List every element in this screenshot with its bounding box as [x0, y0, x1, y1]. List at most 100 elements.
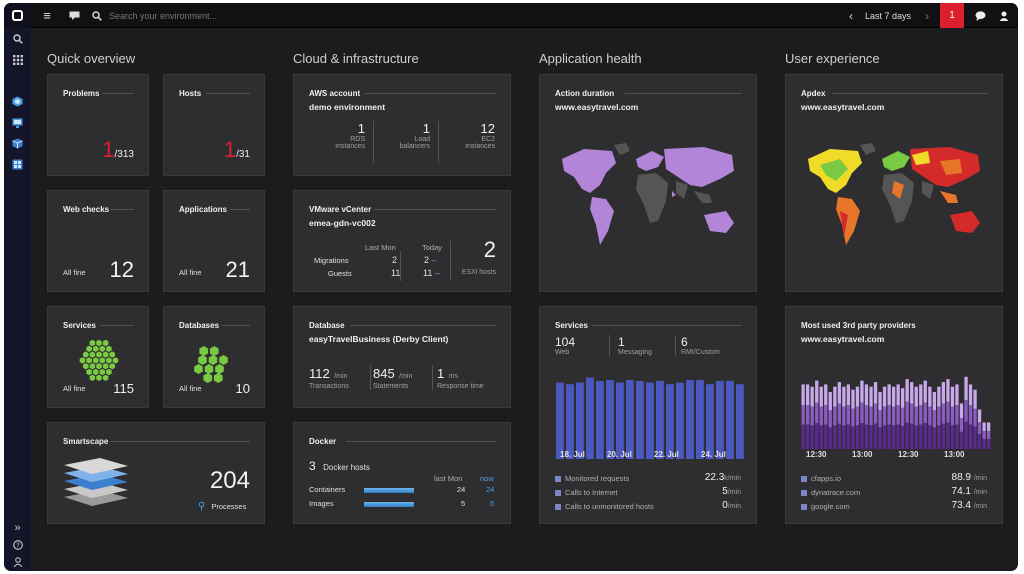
bar-segment: [882, 386, 887, 407]
tile-databases[interactable]: Databases All fine 10: [163, 306, 265, 408]
bar-segment: [887, 405, 891, 425]
hexagon: [215, 364, 224, 374]
tile-web-checks[interactable]: Web checks All fine 12: [47, 190, 149, 292]
bar-segment: [959, 431, 964, 449]
hexagon: [83, 351, 89, 358]
time-range-selector[interactable]: Last 7 days: [864, 10, 912, 21]
tile-third-party-providers[interactable]: Most used 3rd party providers www.easytr…: [785, 306, 1003, 524]
chevron-right-icon[interactable]: ›: [925, 8, 929, 23]
bar: [726, 380, 734, 459]
tile-action-duration[interactable]: Action duration www.easytravel.com: [539, 74, 757, 292]
search-icon[interactable]: [11, 32, 24, 45]
bar-segment: [905, 422, 909, 449]
bar-segment: [896, 384, 900, 406]
chevron-left-icon[interactable]: ‹: [849, 8, 853, 23]
chat-board-icon[interactable]: [64, 3, 84, 28]
bar-segment: [855, 425, 860, 449]
bar-segment: [946, 379, 950, 402]
bar-chart-icon: [555, 504, 561, 511]
bar-segment: [819, 386, 823, 407]
hexagon: [106, 368, 112, 376]
tile-docker[interactable]: Docker 3 Docker hosts last Mon now Conta…: [293, 422, 511, 524]
expand-icon[interactable]: »: [14, 521, 21, 534]
hexagon: [209, 346, 219, 356]
bar-segment: [977, 434, 982, 449]
hexagon: [96, 374, 102, 381]
hexagon: [213, 373, 223, 383]
tile-applications[interactable]: Applications All fine 21: [163, 190, 265, 292]
tile-database[interactable]: Database easyTravelBusiness (Derby Clien…: [293, 306, 511, 408]
tile-hosts[interactable]: Hosts 1/31: [163, 74, 265, 176]
monitor-icon[interactable]: [11, 116, 24, 129]
hexagon: [89, 351, 96, 358]
aws-metrics: 1 RDS instances 1 Load balancers 12 EC2 ins…: [309, 121, 495, 163]
user-icon[interactable]: [994, 3, 1014, 28]
col-header: Last Mon: [365, 243, 396, 252]
package-icon[interactable]: [11, 137, 24, 150]
hosts-count: 1/31: [223, 137, 250, 162]
world-map: [554, 141, 744, 271]
search-bar[interactable]: [92, 3, 409, 28]
bar: [596, 380, 604, 459]
tile-services[interactable]: Services All fine 115: [47, 306, 149, 408]
hexagon: [204, 364, 214, 374]
bar-segment: [973, 408, 977, 427]
bar-segment: [819, 425, 823, 449]
bar-segment: [941, 382, 945, 404]
bar-segment: [941, 403, 945, 424]
chat-icon[interactable]: [970, 3, 990, 28]
tile-title: Web checks: [63, 205, 110, 214]
hexagon: [86, 368, 92, 376]
bar-segment: [977, 422, 982, 434]
menu-icon[interactable]: ≡: [43, 8, 51, 23]
hexagon: [112, 357, 119, 364]
processes-link[interactable]: ⚲ Processes: [198, 501, 247, 512]
bar-segment: [842, 406, 846, 426]
dynatrace-logo[interactable]: [4, 3, 31, 28]
app-window: ≡ ‹ Last 7 days › 1: [4, 3, 1018, 571]
divider: [364, 93, 496, 94]
bar-segment: [968, 424, 973, 449]
cube-icon[interactable]: [11, 95, 24, 108]
bar-segment: [878, 427, 882, 449]
dashboard-icon[interactable]: [11, 158, 24, 171]
aws-account-name: demo environment: [309, 102, 386, 112]
apps-grid-icon[interactable]: [11, 53, 24, 66]
tile-vmware-vcenter[interactable]: VMware vCenter emea-gdn-vc002 Last Mon T…: [293, 190, 511, 292]
search-input[interactable]: [109, 10, 409, 21]
tile-services-health[interactable]: Services 104 Web 1 Messaging 6 RMI/Custom 1…: [539, 306, 757, 524]
tile-smartscape[interactable]: Smartscape 204 ⚲ Processes: [47, 422, 265, 524]
status-text: All fine: [179, 384, 202, 393]
col-header: last Mon: [434, 474, 463, 483]
bar-segment: [873, 423, 878, 449]
divider: [100, 325, 134, 326]
web-checks-value: 12: [109, 257, 134, 282]
tile-apdex[interactable]: Apdex www.easytravel.com: [785, 74, 1003, 292]
bar-segment: [937, 386, 941, 407]
bar-segment: [905, 379, 909, 402]
help-icon[interactable]: ?: [11, 538, 24, 551]
bar-segment: [846, 424, 850, 449]
containers-last-mon: 24: [457, 485, 466, 494]
row-label: Migrations: [314, 256, 349, 265]
bar-segment: [932, 410, 936, 428]
bar-segment: [950, 406, 955, 426]
bar-segment: [946, 422, 950, 449]
bar: [646, 382, 654, 459]
database-metrics: 112 /min Transactions 845 /min Statement…: [309, 365, 495, 390]
hexagon: [89, 374, 96, 381]
user-icon[interactable]: [11, 555, 24, 568]
tile-problems[interactable]: Problems 1/313: [47, 74, 149, 176]
bar-segment: [896, 424, 900, 449]
bar-segment: [837, 382, 841, 404]
tile-aws-account[interactable]: AWS account demo environment 1 RDS instan…: [293, 74, 511, 176]
problem-alert-badge[interactable]: 1: [940, 3, 964, 28]
containers-now: 24: [486, 485, 495, 494]
bar-segment: [824, 424, 828, 449]
x-axis-label: 13:00: [944, 450, 965, 459]
divider: [450, 241, 451, 281]
messaging-metric: 1 Messaging: [618, 335, 676, 356]
bar-segment: [923, 380, 927, 403]
bar: [696, 380, 704, 459]
bar-segment: [910, 403, 914, 424]
